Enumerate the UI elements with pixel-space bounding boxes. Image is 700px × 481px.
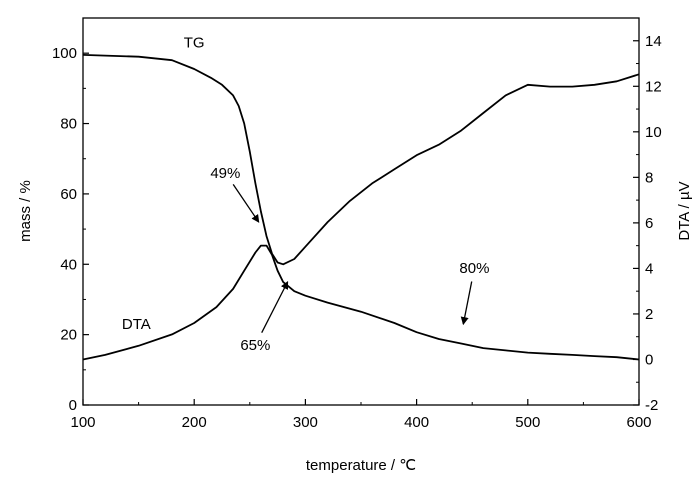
y-right-tick-label: 6 <box>645 215 653 232</box>
y-right-tick-label: 2 <box>645 306 653 323</box>
x-tick-label: 100 <box>70 414 95 431</box>
x-tick-label: 200 <box>182 414 207 431</box>
y-right-tick-label: 12 <box>645 78 662 95</box>
annotation-arrow <box>261 280 289 334</box>
x-axis: 100 200 300 400 500 600 <box>70 399 652 431</box>
y-left-tick-label: 100 <box>52 45 77 62</box>
annotation-label: DTA <box>122 316 151 333</box>
y-right-tick-label: 8 <box>645 169 653 186</box>
y-right-tick-label: -2 <box>645 397 658 414</box>
y-left-tick-label: 40 <box>60 256 77 273</box>
y-left-tick-label: 0 <box>69 397 77 414</box>
annotation-arrow <box>232 184 260 223</box>
annotation-label: TG <box>184 35 205 52</box>
x-axis-label: temperature / ℃ <box>306 457 416 474</box>
x-tick-label: 300 <box>293 414 318 431</box>
x-tick-label: 500 <box>515 414 540 431</box>
annotation-arrow <box>460 281 473 326</box>
annotation-label: 65% <box>240 337 270 354</box>
x-tick-label: 400 <box>404 414 429 431</box>
annotation-label: 49% <box>210 165 240 182</box>
y-right-tick-label: 10 <box>645 124 662 141</box>
plot-frame <box>82 17 640 406</box>
y-left-tick-label: 20 <box>60 327 77 344</box>
y-left-tick-label: 80 <box>60 116 77 133</box>
series-layer <box>82 54 640 361</box>
annotation-layer: TG DTA 49% 65% 80% <box>122 35 490 355</box>
y-right-tick-label: 4 <box>645 260 653 277</box>
y-axis-right: -2 0 2 4 6 8 10 12 14 <box>633 33 662 414</box>
y-left-tick-label: 60 <box>60 186 77 203</box>
series-dta-line <box>82 244 640 361</box>
x-tick-label: 600 <box>626 414 651 431</box>
y-axis-right-label: DTA / µV <box>676 181 693 240</box>
series-tg-line <box>82 54 640 266</box>
y-right-tick-label: 0 <box>645 351 653 368</box>
annotation-label: 80% <box>459 260 489 277</box>
y-axis-left-label: mass / % <box>17 180 34 242</box>
y-right-tick-label: 14 <box>645 33 662 50</box>
y-axis-left: 0 20 40 60 80 100 <box>52 45 89 414</box>
